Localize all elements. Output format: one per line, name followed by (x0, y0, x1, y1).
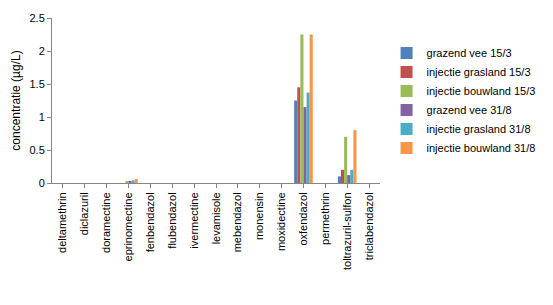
svg-text:triclabendazol: triclabendazol (363, 192, 375, 260)
svg-text:concentratie (µg/L): concentratie (µg/L) (9, 50, 23, 150)
svg-text:toltrazuril-sulfon: toltrazuril-sulfon (341, 192, 353, 270)
svg-text:injectie grasland 31/8: injectie grasland 31/8 (427, 123, 531, 135)
svg-text:grazend vee 15/3: grazend vee 15/3 (427, 47, 512, 59)
svg-text:oxfendazol: oxfendazol (297, 192, 309, 245)
svg-text:0: 0 (39, 177, 45, 189)
svg-text:injectie bouwland 15/3: injectie bouwland 15/3 (427, 85, 536, 97)
svg-text:1: 1 (39, 111, 45, 123)
svg-text:moxidectine: moxidectine (275, 192, 287, 251)
svg-text:fenbendazol: fenbendazol (144, 192, 156, 252)
svg-text:2: 2 (39, 45, 45, 57)
svg-text:permethrin: permethrin (319, 192, 331, 245)
svg-text:deltamethrin: deltamethrin (57, 192, 69, 253)
svg-text:injectie grasland 15/3: injectie grasland 15/3 (427, 66, 531, 78)
svg-text:grazend vee 31/8: grazend vee 31/8 (427, 104, 512, 116)
svg-text:diclazuril: diclazuril (78, 192, 90, 235)
svg-text:0.5: 0.5 (30, 144, 45, 156)
svg-text:flubendazol: flubendazol (166, 192, 178, 248)
svg-text:mebendazol: mebendazol (231, 192, 243, 252)
svg-text:eprinomectine: eprinomectine (122, 192, 134, 261)
svg-text:ivermectine: ivermectine (188, 192, 200, 248)
svg-text:monensin: monensin (253, 192, 265, 240)
svg-text:levamisole: levamisole (210, 192, 222, 244)
svg-text:2.5: 2.5 (30, 12, 45, 24)
svg-text:1.5: 1.5 (30, 78, 45, 90)
svg-text:doramectine: doramectine (100, 192, 112, 253)
svg-text:injectie bouwland 31/8: injectie bouwland 31/8 (427, 142, 536, 154)
